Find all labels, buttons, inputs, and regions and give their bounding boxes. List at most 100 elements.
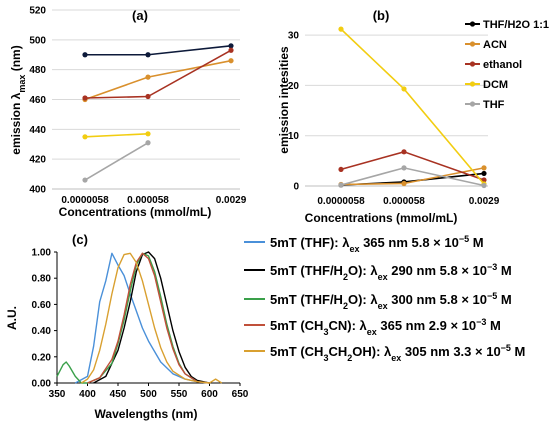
panel-b-series-line bbox=[340, 28, 485, 185]
panel-c-xtick: 400 bbox=[79, 389, 96, 400]
panel-b-legend-label: ACN bbox=[483, 39, 507, 51]
legend-subscript: ex bbox=[349, 244, 359, 254]
legend-text: OH): bbox=[352, 344, 384, 359]
panel-c-xtick: 600 bbox=[201, 389, 218, 400]
panel-a-ytick: 420 bbox=[29, 155, 46, 166]
panel-a-point bbox=[145, 93, 151, 100]
panel-a-series-line bbox=[84, 49, 232, 99]
panel-c-ylabel: A.U. bbox=[5, 306, 19, 330]
panel-c-tag: (c) bbox=[72, 232, 88, 247]
panel-c-xtick: 500 bbox=[140, 389, 157, 400]
panel-c-xlabel: Wavelengths (nm) bbox=[95, 407, 198, 421]
panel-c-xtick: 450 bbox=[110, 389, 127, 400]
panel-b-tag: (b) bbox=[373, 8, 390, 23]
legend-superscript: −3 bbox=[487, 262, 497, 272]
legend-subscript: ex bbox=[391, 353, 401, 363]
panel-b-ytick: 10 bbox=[288, 131, 300, 142]
panel-b-point bbox=[481, 165, 487, 171]
panel-a-ylabel-unit: (nm) bbox=[9, 45, 23, 74]
panel-a-ytick: 440 bbox=[29, 125, 46, 136]
panel-b-ytick: 20 bbox=[288, 81, 300, 92]
panel-a-point bbox=[145, 140, 151, 146]
legend-text: 290 nm 5.8 × 10 bbox=[388, 263, 487, 278]
panel-a-tag: (a) bbox=[132, 8, 148, 23]
legend-text: M bbox=[497, 263, 511, 278]
legend-text: O): bbox=[348, 292, 370, 307]
panel-c-ytick: 0.00 bbox=[32, 379, 52, 390]
panel-b-legend-marker bbox=[469, 101, 476, 107]
legend-subscript: 2 bbox=[343, 272, 348, 282]
panel-b-legend-marker bbox=[469, 41, 476, 47]
panel-b-legend-label: THF/H2O 1:1 bbox=[483, 19, 549, 31]
panel-b-point bbox=[338, 26, 344, 32]
panel-a-point bbox=[228, 43, 234, 49]
panel-c-series-line bbox=[93, 251, 210, 384]
legend-text: 365 nm 2.9 × 10 bbox=[377, 318, 476, 333]
panel-a-point bbox=[228, 47, 234, 53]
panel-a-xlabel: Concentrations (mmol/mL) bbox=[59, 205, 212, 219]
panel-a-series-line bbox=[84, 142, 149, 181]
legend-subscript: 3 bbox=[323, 327, 328, 337]
panel-b-point bbox=[401, 86, 407, 92]
legend-lambda: λ bbox=[370, 263, 378, 278]
panel-a-series-line bbox=[84, 59, 232, 101]
panel-a-xtick: 0.0000058 bbox=[61, 195, 109, 206]
panel-a-xtick: 0.000058 bbox=[127, 195, 169, 206]
legend-text: CH bbox=[328, 344, 347, 359]
legend-superscript: −5 bbox=[459, 234, 469, 244]
legend-text: 5mT (CH bbox=[270, 344, 323, 359]
panel-b-xtick: 0.0029 bbox=[469, 196, 500, 207]
panel-a-series-line bbox=[84, 133, 149, 138]
legend-text: 5mT (CH bbox=[270, 318, 323, 333]
legend-subscript: 3 bbox=[323, 353, 328, 363]
panel-a-point bbox=[82, 95, 88, 101]
panel-c-ytick: 0.40 bbox=[32, 326, 52, 337]
legend-superscript: −3 bbox=[476, 317, 486, 327]
panel-a-ytick: 520 bbox=[29, 6, 46, 17]
panel-b-xlabel: Concentrations (mmol/mL) bbox=[305, 211, 458, 225]
legend-text: M bbox=[511, 344, 525, 359]
panel-c-legend-label: 5mT (CH3CN): λex 365 nm 2.9 × 10−3 M bbox=[270, 317, 501, 337]
panel-a-ylabel-sub: max bbox=[17, 75, 27, 93]
panel-a-ylabel-main: emission bbox=[9, 99, 23, 154]
panel-b-legend-marker bbox=[469, 61, 476, 67]
panel-b-series-line bbox=[340, 167, 485, 187]
panel-b-ytick: 0 bbox=[293, 182, 299, 193]
legend-text: M bbox=[497, 292, 511, 307]
panel-b-legend-label: DCM bbox=[483, 79, 508, 91]
panel-b-legend-label: ethanol bbox=[483, 59, 522, 71]
panel-a-ytick: 400 bbox=[29, 185, 46, 196]
legend-subscript: 2 bbox=[347, 353, 352, 363]
panel-c-ytick: 0.20 bbox=[32, 352, 52, 363]
legend-superscript: −5 bbox=[501, 343, 511, 353]
panel-c-series-line bbox=[87, 252, 210, 384]
panel-c-series-line bbox=[81, 252, 223, 384]
legend-text: 300 nm 5.8 × 10 bbox=[388, 292, 487, 307]
panel-a-point bbox=[145, 52, 151, 58]
panel-c-ytick: 0.80 bbox=[32, 274, 52, 285]
panel-c-xtick: 650 bbox=[232, 389, 249, 400]
panel-a-point bbox=[82, 52, 88, 58]
panel-b-point bbox=[401, 149, 407, 155]
legend-text: 5mT (THF/H bbox=[270, 263, 343, 278]
legend-text: O): bbox=[348, 263, 370, 278]
panel-b-legend-label: THF bbox=[483, 99, 505, 111]
panel-b-point bbox=[481, 182, 487, 189]
panel-b-legend-marker bbox=[469, 81, 476, 87]
panel-a-series-line bbox=[85, 45, 232, 56]
panel-c-legend-label: 5mT (THF/H2O): λex 290 nm 5.8 × 10−3 M bbox=[270, 262, 512, 282]
legend-subscript: ex bbox=[378, 301, 388, 311]
panel-b-xtick: 0.0000058 bbox=[317, 196, 365, 207]
panel-b-point bbox=[481, 170, 487, 177]
legend-text: 5mT (THF): bbox=[270, 235, 342, 250]
panel-b-xtick: 0.000058 bbox=[383, 196, 425, 207]
panel-a-ytick: 500 bbox=[29, 35, 46, 46]
panel-c-legend-label: 5mT (THF): λex 365 nm 5.8 × 10−5 M bbox=[270, 234, 484, 254]
legend-subscript: 2 bbox=[343, 301, 348, 311]
legend-lambda: λ bbox=[360, 318, 368, 333]
panel-c-xtick: 350 bbox=[49, 389, 66, 400]
legend-superscript: −5 bbox=[487, 291, 497, 301]
panel-b-point bbox=[338, 166, 344, 173]
panel-a-ylabel-lambda: λ bbox=[9, 92, 23, 99]
